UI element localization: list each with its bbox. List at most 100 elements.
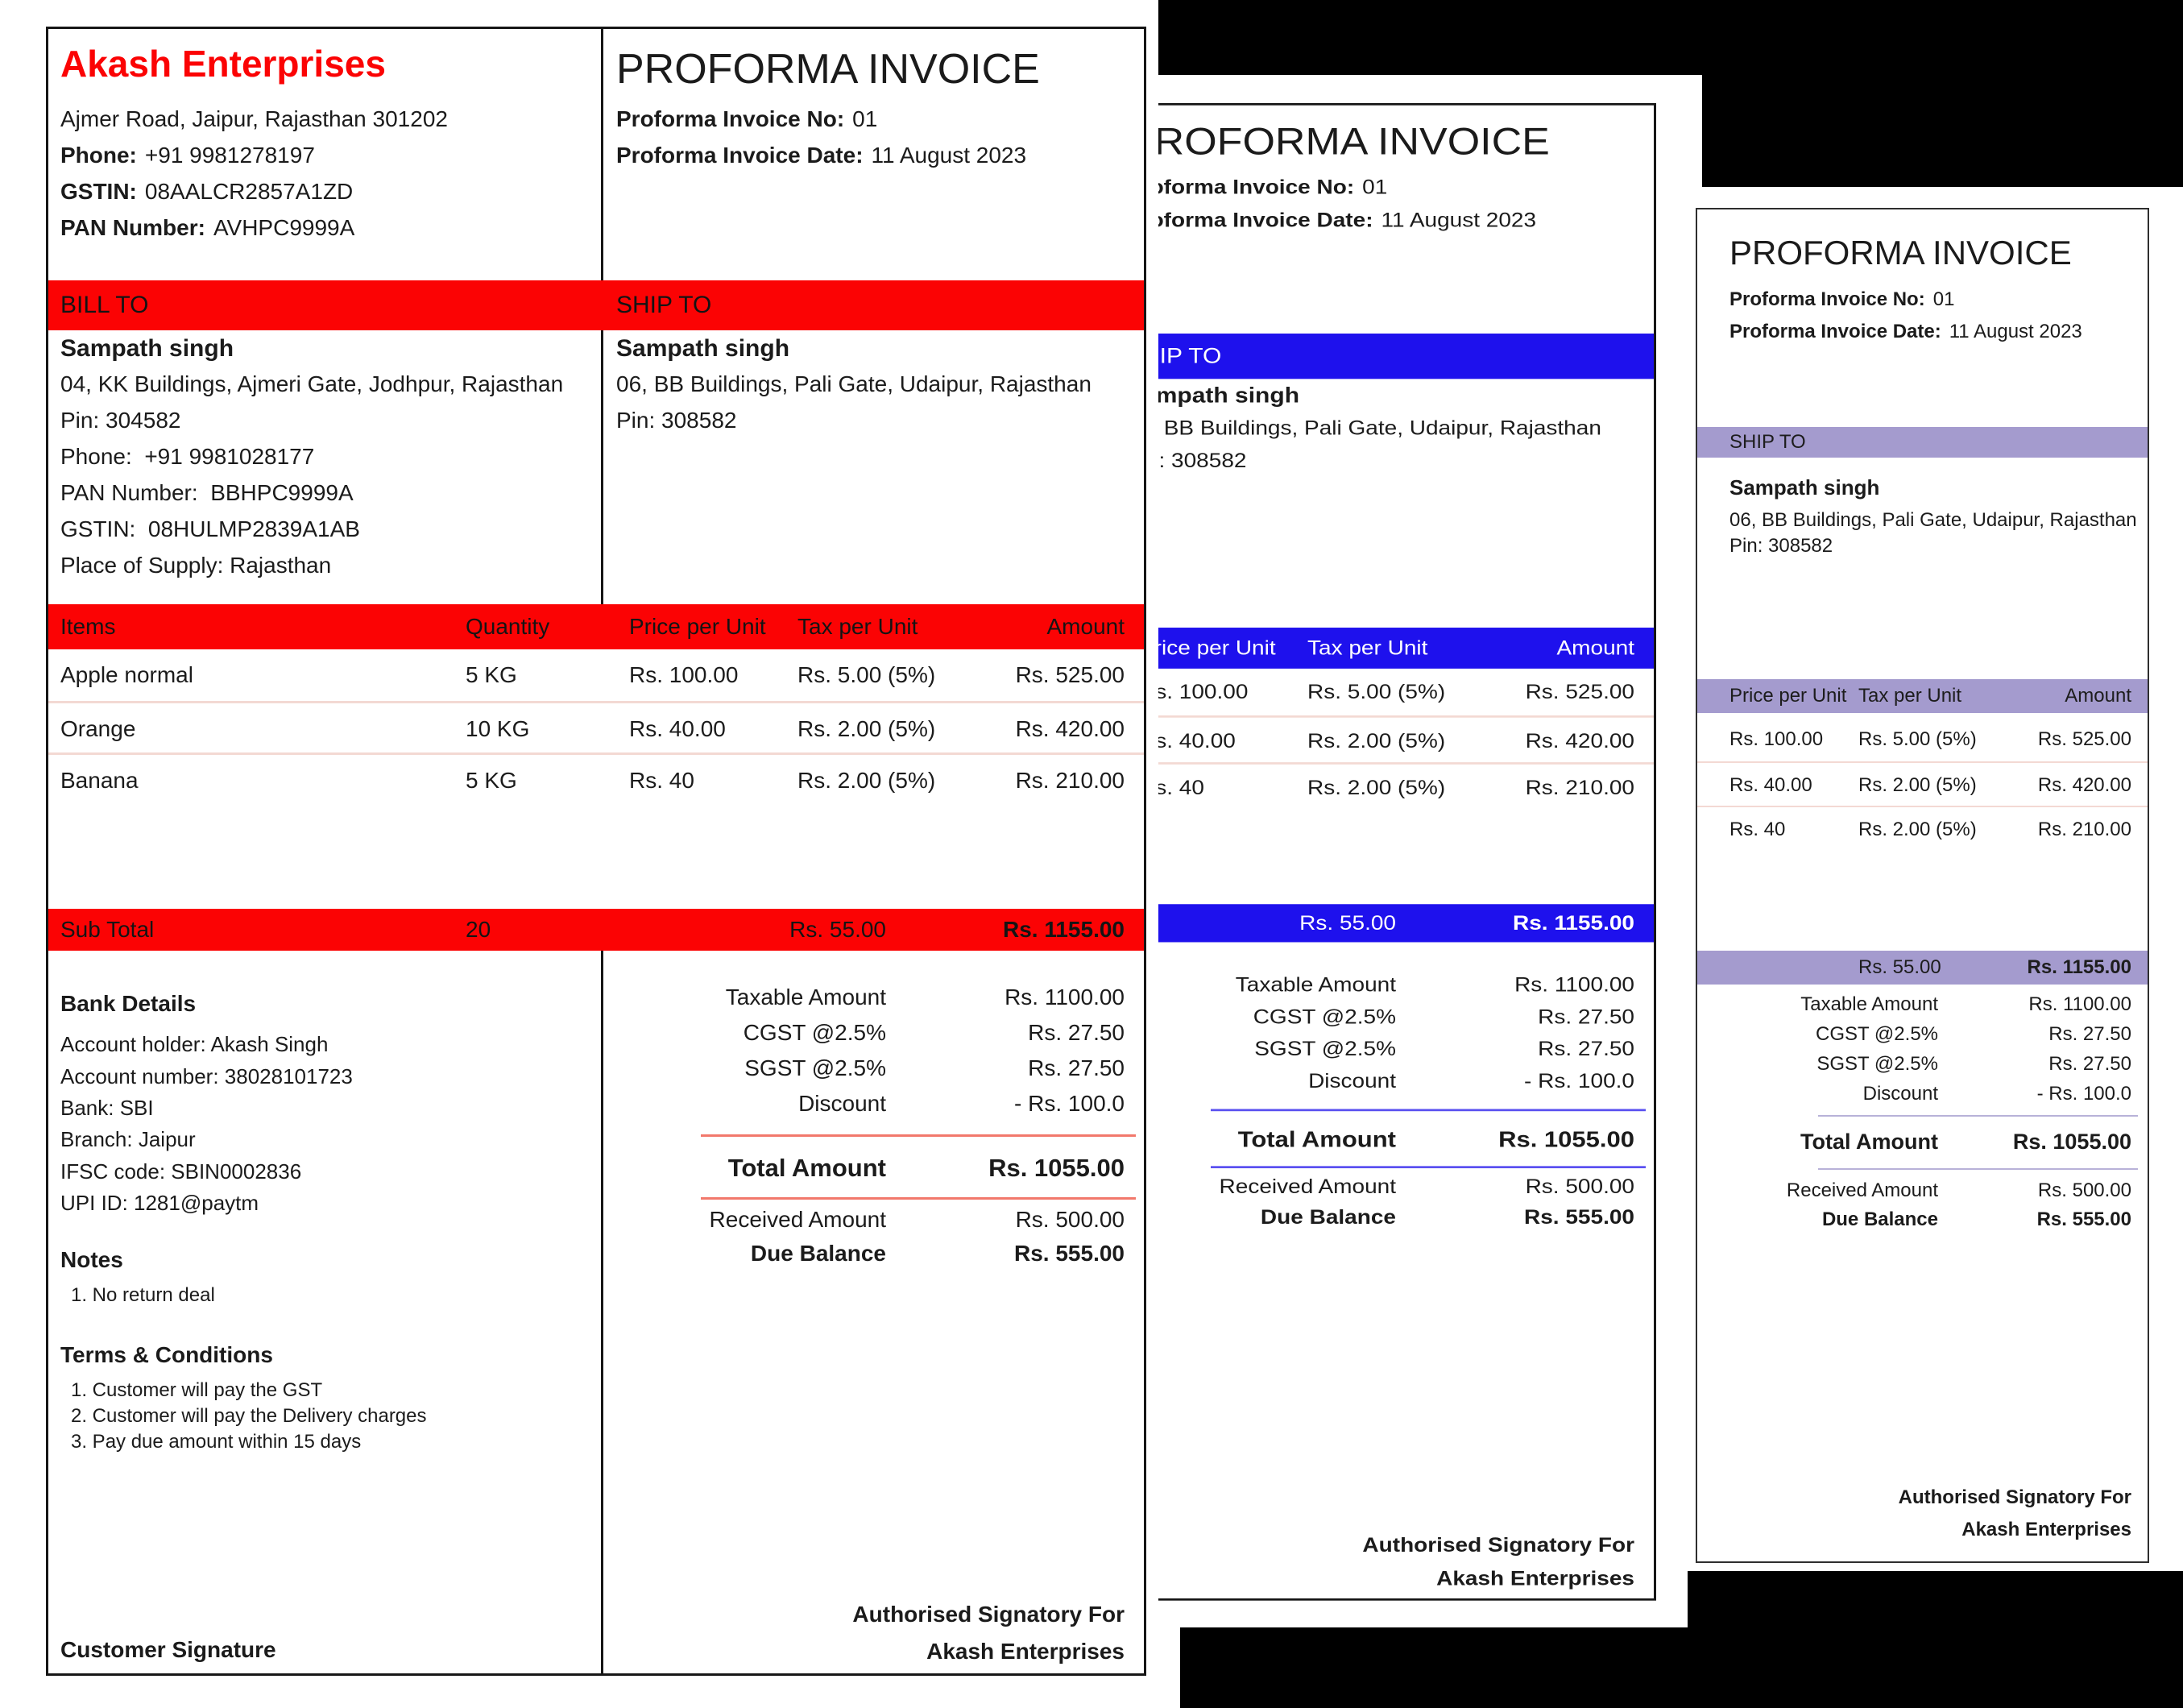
doc-date-value: 11 August 2023 <box>871 143 1027 168</box>
seller-pan-value: AVHPC9999A <box>213 215 355 240</box>
item-price: Rs. 40.00 <box>629 716 726 741</box>
doc-date-value: 11 August 2023 <box>1381 208 1537 231</box>
col-price: Price per Unit <box>629 614 766 639</box>
shipto-heading: SHIP TO <box>1158 343 1222 368</box>
item-price: Rs. 40.00 <box>1158 729 1236 752</box>
bank-heading: Bank Details <box>60 991 197 1016</box>
item-tax: Rs. 5.00 (5%) <box>1858 728 1977 750</box>
subtotal-tax: Rs. 55.00 <box>1858 956 1941 978</box>
totals-row: CGST @2.5% Rs. 27.50 <box>1158 1005 1634 1034</box>
shipto-heading: SHIP TO <box>616 292 712 318</box>
received-label: Received Amount <box>1219 1175 1396 1198</box>
shipto-heading: SHIP TO <box>1729 431 1806 453</box>
item-amount: Rs. 525.00 <box>2037 728 2131 750</box>
discount-value: - Rs. 100.0 <box>1524 1069 1634 1092</box>
item-tax: Rs. 2.00 (5%) <box>1307 729 1446 752</box>
subtotal-band: Sub Total 20 Rs. 55.00 Rs. 1155.00 <box>48 909 1144 951</box>
billto-pin: Pin: 304582 <box>60 408 181 433</box>
authorised-signatory-line2: Akash Enterprises <box>926 1639 1125 1664</box>
subtotal-qty: 20 <box>466 917 491 942</box>
doc-number: Proforma Invoice No: 01 <box>1729 288 1954 311</box>
seller-phone-value: +91 9981278197 <box>144 143 315 168</box>
doc-number-label: Proforma Invoice No: <box>1729 288 1925 310</box>
shipto-name: Sampath singh <box>1158 383 1300 408</box>
billto-phone-value: +91 9981028177 <box>144 444 315 469</box>
background-black-band-top-right <box>1702 0 2183 187</box>
billto-phone-label: Phone: <box>60 444 132 469</box>
totals-row: SGST @2.5% Rs. 27.50 <box>1697 1053 2131 1080</box>
shipto-pin: Pin: 308582 <box>616 408 737 433</box>
total-label: Total Amount <box>727 1154 886 1182</box>
shipto-pin: Pin: 308582 <box>1729 535 1833 557</box>
terms-line: 3. Pay due amount within 15 days <box>71 1431 362 1453</box>
bank-upi: UPI ID: 1281@paytm <box>60 1191 259 1215</box>
item-amount: Rs. 420.00 <box>1525 729 1634 752</box>
doc-title: PROFORMA INVOICE <box>1729 234 2072 272</box>
invoice-card-blue-clip: Akash Enterprises Ajmer Road, Jaipur, Ra… <box>1158 103 1658 1603</box>
column-divider-bottom <box>601 951 603 1673</box>
col-amount: Amount <box>1046 614 1125 639</box>
discount-label: Discount <box>1308 1069 1396 1092</box>
item-tax: Rs. 5.00 (5%) <box>797 662 936 687</box>
items-header-band: Items Quantity Price per Unit Tax per Un… <box>48 604 1144 649</box>
doc-number-value: 01 <box>1362 175 1388 199</box>
item-amount: Rs. 525.00 <box>1015 662 1125 687</box>
sgst-value: Rs. 27.50 <box>1538 1037 1634 1060</box>
item-amount: Rs. 210.00 <box>2037 819 2131 840</box>
doc-date: Proforma Invoice Date: 11 August 2023 <box>616 143 1026 168</box>
doc-date: Proforma Invoice Date: 11 August 2023 <box>1158 209 1536 232</box>
totals-row: CGST @2.5% Rs. 27.50 <box>1697 1023 2131 1051</box>
invoice-card-red: Akash Enterprises Ajmer Road, Jaipur, Ra… <box>46 27 1146 1676</box>
col-price: Price per Unit <box>1158 636 1276 660</box>
billto-heading: BILL TO <box>60 292 149 318</box>
due-value: Rs. 555.00 <box>2036 1208 2131 1230</box>
total-value: Rs. 1055.00 <box>1498 1126 1634 1153</box>
shipto-address: 06, BB Buildings, Pali Gate, Udaipur, Ra… <box>1158 416 1601 439</box>
due-row: Due Balance Rs. 555.00 <box>612 1241 1125 1273</box>
subtotal-amount: Rs. 1155.00 <box>1512 911 1634 935</box>
billto-shipto-band: BILL TO SHIP TO <box>48 280 1144 330</box>
doc-date-label: Proforma Invoice Date: <box>616 143 864 168</box>
billto-address: 04, KK Buildings, Ajmeri Gate, Jodhpur, … <box>60 371 564 396</box>
due-label: Due Balance <box>750 1241 886 1266</box>
taxable-value: Rs. 1100.00 <box>1005 985 1125 1009</box>
terms-line: 1. Customer will pay the GST <box>71 1379 323 1401</box>
item-tax: Rs. 5.00 (5%) <box>1307 680 1446 703</box>
item-row: Apple normal 5 KG Rs. 100.00 Rs. 5.00 (5… <box>1158 669 1654 715</box>
billto-shipto-band: BILL TO SHIP TO <box>1158 334 1654 379</box>
total-label: Total Amount <box>1800 1130 1938 1154</box>
bank-name: Bank: SBI <box>60 1096 154 1120</box>
item-name: Apple normal <box>60 662 193 687</box>
col-quantity: Quantity <box>466 614 550 639</box>
billto-place-of-supply: Place of Supply: Rajasthan <box>60 553 332 578</box>
authorised-signatory-line1: Authorised Signatory For <box>1362 1533 1634 1557</box>
taxable-label: Taxable Amount <box>1235 972 1396 996</box>
received-value: Rs. 500.00 <box>1525 1175 1634 1198</box>
received-row: Received Amount Rs. 500.00 <box>1158 1175 1634 1204</box>
item-amount: Rs. 420.00 <box>1015 716 1125 741</box>
item-price: Rs. 40 <box>1729 819 1786 840</box>
items-header-band: Price per Unit Tax per Unit Amount <box>1697 679 2148 713</box>
sgst-value: Rs. 27.50 <box>1028 1055 1125 1080</box>
due-row: Due Balance Rs. 555.00 <box>1697 1208 2131 1236</box>
billto-gstin: GSTIN: 08HULMP2839A1AB <box>60 516 360 542</box>
total-label: Total Amount <box>1237 1126 1396 1153</box>
doc-title: PROFORMA INVOICE <box>616 46 1040 93</box>
seller-phone: Phone: +91 9981278197 <box>60 143 315 168</box>
item-tax: Rs. 2.00 (5%) <box>797 768 936 793</box>
cgst-value: Rs. 27.50 <box>1028 1020 1125 1045</box>
seller-gstin-label: GSTIN: <box>60 179 137 204</box>
total-value: Rs. 1055.00 <box>2012 1130 2131 1154</box>
item-row: Rs. 40.00 Rs. 2.00 (5%) Rs. 420.00 <box>1697 761 2148 806</box>
item-amount: Rs. 525.00 <box>1525 680 1634 703</box>
due-label: Due Balance <box>1821 1208 1938 1230</box>
item-tax: Rs. 2.00 (5%) <box>797 716 936 741</box>
col-amount: Amount <box>1556 636 1635 660</box>
shipto-band: SHIP TO <box>1697 427 2148 458</box>
doc-number-label: Proforma Invoice No: <box>1158 175 1355 199</box>
totals-row: Discount - Rs. 100.0 <box>1158 1069 1634 1098</box>
col-price: Price per Unit <box>1729 685 1847 707</box>
totals-divider <box>1211 1166 1646 1169</box>
shipto-name: Sampath singh <box>1729 475 1880 500</box>
item-tax: Rs. 2.00 (5%) <box>1858 774 1977 796</box>
